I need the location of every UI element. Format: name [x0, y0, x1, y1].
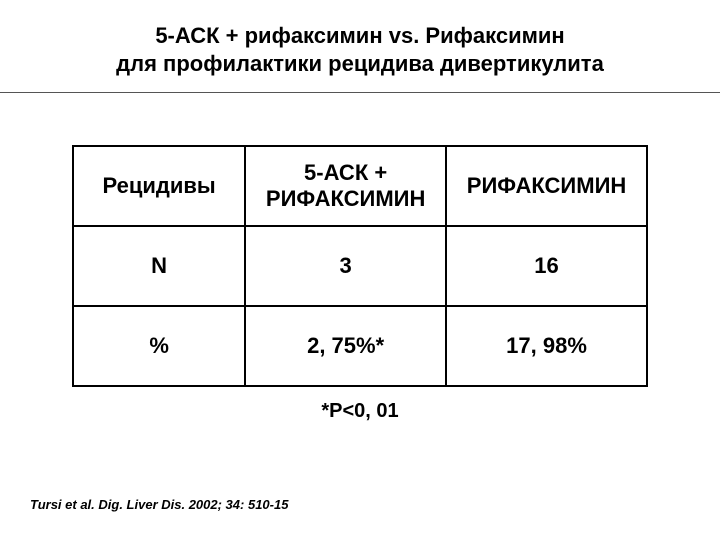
slide-title: 5-АСК + рифаксимин vs. Рифаксимин для пр…	[0, 22, 720, 77]
title-line-1: 5-АСК + рифаксимин vs. Рифаксимин	[0, 22, 720, 50]
title-divider	[0, 92, 720, 93]
cell-r1c2: 17, 98%	[446, 306, 647, 386]
cell-r0c0: N	[73, 226, 245, 306]
title-line-2: для профилактики рецидива дивертикулита	[0, 50, 720, 78]
table-header-row: Рецидивы 5-АСК + РИФАКСИМИН РИФАКСИМИН	[73, 146, 647, 226]
cell-r1c0: %	[73, 306, 245, 386]
cell-r0c2: 16	[446, 226, 647, 306]
cell-r1c1: 2, 75%*	[245, 306, 446, 386]
comparison-table: Рецидивы 5-АСК + РИФАКСИМИН РИФАКСИМИН N…	[72, 145, 648, 387]
header-cell-0: Рецидивы	[73, 146, 245, 226]
citation: Tursi et al. Dig. Liver Dis. 2002; 34: 5…	[30, 497, 288, 512]
slide: 5-АСК + рифаксимин vs. Рифаксимин для пр…	[0, 0, 720, 540]
header-cell-2: РИФАКСИМИН	[446, 146, 647, 226]
table-row: N 3 16	[73, 226, 647, 306]
footnote: *P<0, 01	[0, 400, 720, 423]
header-cell-1: 5-АСК + РИФАКСИМИН	[245, 146, 446, 226]
data-table: Рецидивы 5-АСК + РИФАКСИМИН РИФАКСИМИН N…	[72, 145, 648, 387]
cell-r0c1: 3	[245, 226, 446, 306]
table-row: % 2, 75%* 17, 98%	[73, 306, 647, 386]
